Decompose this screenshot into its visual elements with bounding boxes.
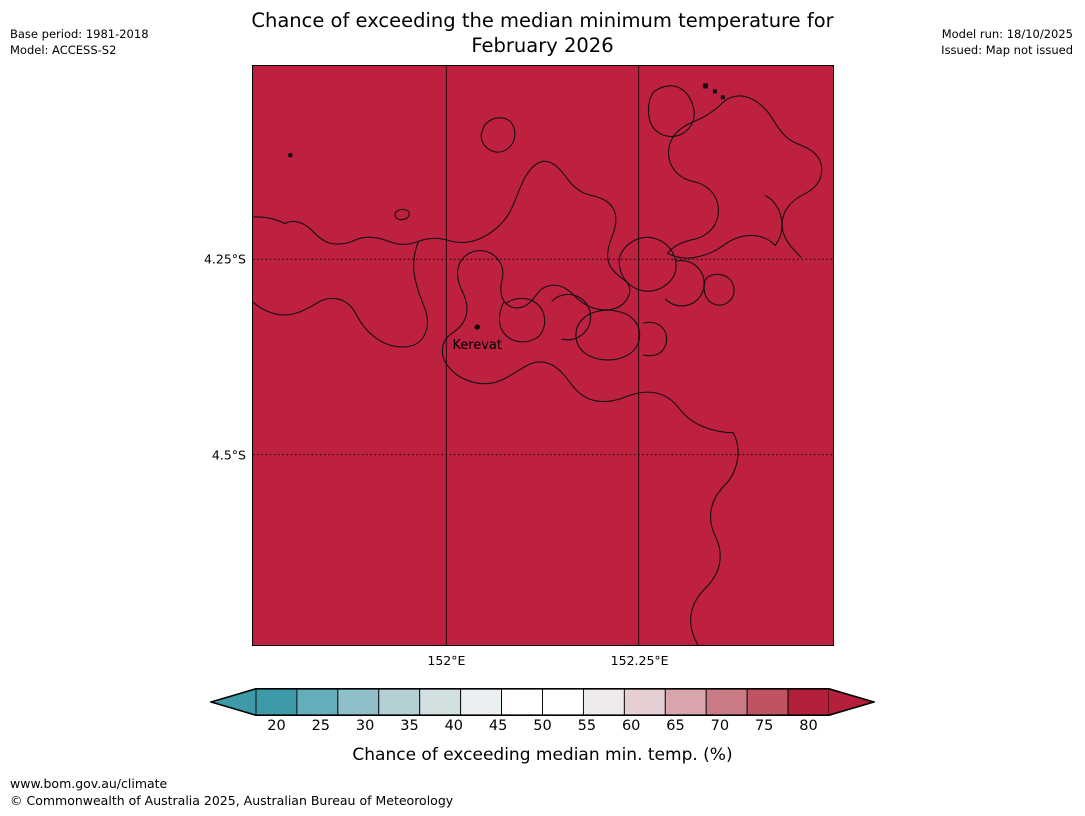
colorbar-tick-label: 70 bbox=[710, 718, 730, 734]
colorbar-tick-label: 65 bbox=[666, 718, 685, 734]
model-text: Model: ACCESS-S2 bbox=[10, 43, 117, 57]
colorbar-tick-label: 30 bbox=[355, 718, 375, 734]
colorbar-bin bbox=[664, 688, 707, 716]
colorbar-tick-label: 45 bbox=[488, 718, 508, 734]
colorbar-bin bbox=[255, 688, 298, 716]
colorbar-tick-label: 75 bbox=[754, 718, 774, 734]
city-marker-kerevat bbox=[474, 324, 480, 330]
colorbar-bin bbox=[787, 688, 830, 716]
colorbar-ticks: 20 25 30 35 40 45 50 55 60 65 70 75 80 bbox=[210, 716, 875, 738]
colorbar-tick-label: 35 bbox=[400, 718, 419, 734]
model-run-text: Model run: 18/10/2025 bbox=[941, 27, 1073, 41]
colorbar-bin bbox=[337, 688, 380, 716]
footer: www.bom.gov.au/climate © Commonwealth of… bbox=[10, 775, 453, 809]
colorbar-bin bbox=[705, 688, 748, 716]
base-period-text: Base period: 1981-2018 bbox=[10, 27, 149, 41]
colorbar-tick-label: 60 bbox=[621, 718, 641, 734]
y-axis-tick-1: 4.25°S bbox=[203, 251, 246, 267]
colorbar[interactable]: 20 25 30 35 40 45 50 55 60 65 70 75 80 bbox=[210, 688, 875, 734]
colorbar-bin bbox=[419, 688, 462, 716]
issued-text: Issued: Map not issued bbox=[941, 43, 1073, 57]
y-axis-tick-2: 4.5°S bbox=[211, 447, 246, 463]
colorbar-bin bbox=[501, 688, 543, 716]
map-frame: Kerevat bbox=[252, 65, 834, 646]
colorbar-tick-label: 25 bbox=[311, 718, 331, 734]
colorbar-bin bbox=[623, 688, 666, 716]
colorbar-extend-high bbox=[829, 688, 875, 716]
colorbar-tick-label: 20 bbox=[267, 718, 286, 734]
map-container[interactable]: Kerevat 4.25°S 4.5°S 152°E 152.25°E bbox=[204, 65, 834, 668]
map-gridlines bbox=[253, 66, 833, 645]
colorbar-bin bbox=[746, 688, 789, 716]
footer-copyright: © Commonwealth of Australia 2025, Austra… bbox=[10, 793, 454, 808]
footer-url[interactable]: www.bom.gov.au/climate bbox=[10, 776, 168, 791]
title-line-1: Chance of exceeding the median minimum t… bbox=[251, 9, 834, 32]
colorbar-axis-label: Chance of exceeding median min. temp. (%… bbox=[352, 745, 733, 765]
colorbar-bin bbox=[460, 688, 503, 716]
colorbar-extend-low bbox=[210, 688, 256, 716]
city-label-kerevat: Kerevat bbox=[452, 338, 501, 353]
map-coastlines bbox=[253, 83, 823, 645]
colorbar-tick-label: 80 bbox=[799, 718, 818, 734]
page-title: Chance of exceeding the median minimum t… bbox=[0, 8, 1085, 58]
x-axis-tick-1: 152°E bbox=[427, 653, 466, 668]
x-axis-tick-2: 152.25°E bbox=[610, 653, 669, 668]
colorbar-bin bbox=[582, 688, 625, 716]
header-meta-left: Base period: 1981-2018 Model: ACCESS-S2 bbox=[10, 26, 149, 58]
colorbar-tick-label: 50 bbox=[533, 718, 552, 734]
colorbar-bin bbox=[378, 688, 421, 716]
title-line-2: February 2026 bbox=[471, 34, 614, 57]
colorbar-bin bbox=[542, 688, 584, 716]
colorbar-tick-label: 55 bbox=[577, 718, 597, 734]
header-meta-right: Model run: 18/10/2025 Issued: Map not is… bbox=[941, 26, 1073, 58]
colorbar-outline bbox=[210, 688, 875, 716]
colorbar-graphic bbox=[210, 688, 875, 716]
map-graphic: Kerevat bbox=[253, 66, 833, 645]
colorbar-bin bbox=[296, 688, 339, 716]
colorbar-tick-label: 40 bbox=[444, 718, 464, 734]
